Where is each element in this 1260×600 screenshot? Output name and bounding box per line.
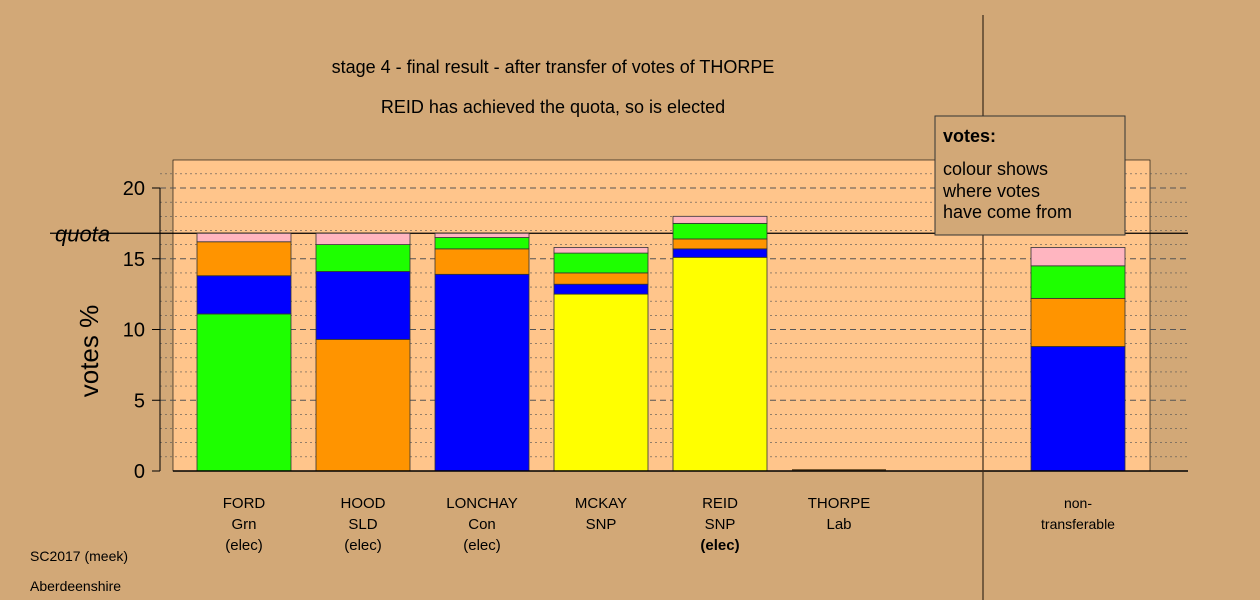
category-label: Con bbox=[468, 516, 496, 533]
y-tick-label: 5 bbox=[134, 390, 145, 412]
bar-segment-orange bbox=[553, 272, 649, 285]
category-label: SLD bbox=[348, 516, 377, 533]
chart-subtitle: REID has achieved the quota, so is elect… bbox=[381, 97, 725, 117]
legend-box: votes: colour shows where votes have com… bbox=[934, 115, 1126, 236]
bar-segment-pink bbox=[672, 215, 768, 224]
bar-segment-blue bbox=[1030, 346, 1126, 472]
legend-line-3: have come from bbox=[943, 202, 1072, 222]
bar-segment-blue bbox=[196, 275, 292, 315]
category-label: (elec) bbox=[700, 537, 739, 554]
bars bbox=[196, 215, 1126, 472]
bar-segment-green bbox=[672, 222, 768, 240]
bar-segment-blue bbox=[434, 273, 530, 472]
bar-segment-blue bbox=[553, 283, 649, 295]
y-tick-label: 15 bbox=[123, 249, 145, 271]
quota-label: quota bbox=[55, 221, 110, 246]
footer-line-1: SC2017 (meek) bbox=[30, 548, 128, 564]
y-axis: 0 5 10 15 20 bbox=[123, 178, 161, 483]
bar-segment-pink bbox=[434, 232, 530, 238]
bar-segment-orange bbox=[1030, 297, 1126, 347]
chart-title: stage 4 - final result - after transfer … bbox=[332, 57, 775, 77]
bar-segment-blue bbox=[315, 271, 411, 340]
category-label: Lab bbox=[826, 516, 851, 533]
category-label: MCKAY bbox=[575, 495, 627, 512]
category-label: (elec) bbox=[344, 537, 382, 554]
category-label: SNP bbox=[705, 516, 736, 533]
bar-segment-green bbox=[315, 244, 411, 272]
category-label: Grn bbox=[231, 516, 256, 533]
legend-line-1: colour shows bbox=[943, 159, 1048, 179]
category-label: transferable bbox=[1041, 516, 1115, 532]
bar-segment-green bbox=[196, 313, 292, 472]
bar-segment-blue bbox=[672, 248, 768, 258]
bar-segment-yellow bbox=[553, 293, 649, 472]
category-label: SNP bbox=[586, 516, 617, 533]
bar-segment-pink bbox=[196, 232, 292, 243]
bar-segment-pink bbox=[1030, 247, 1126, 267]
category-label: non- bbox=[1064, 495, 1092, 511]
y-tick-label: 20 bbox=[123, 178, 145, 200]
bar-segment-orange bbox=[434, 248, 530, 275]
y-axis-label: votes % bbox=[74, 305, 104, 398]
x-labels: FORD Grn (elec) HOOD SLD (elec) LONCHAY Con (ele… bbox=[223, 495, 1115, 554]
category-label: (elec) bbox=[225, 537, 263, 554]
bar-segment-pink bbox=[315, 232, 411, 245]
bar-segment-green bbox=[1030, 265, 1126, 299]
footer-line-2: Aberdeenshire bbox=[30, 578, 121, 594]
y-tick-label: 0 bbox=[134, 461, 145, 483]
category-label: LONCHAY bbox=[446, 495, 517, 512]
category-label: FORD bbox=[223, 495, 266, 512]
category-label: (elec) bbox=[463, 537, 501, 554]
category-label: REID bbox=[702, 495, 738, 512]
legend-title: votes: bbox=[943, 126, 996, 146]
bar-segment-orange bbox=[672, 238, 768, 250]
bar-segment-yellow bbox=[672, 256, 768, 472]
y-tick-label: 10 bbox=[123, 320, 145, 342]
legend-line-2: where votes bbox=[942, 181, 1040, 201]
category-label: HOOD bbox=[341, 495, 386, 512]
bar-segment-green bbox=[553, 252, 649, 274]
bar-segment-orange bbox=[315, 339, 411, 472]
bar-segment-pink bbox=[553, 247, 649, 254]
bar-segment-orange bbox=[196, 241, 292, 277]
category-label: THORPE bbox=[808, 495, 871, 512]
bar-segment-green bbox=[434, 237, 530, 250]
